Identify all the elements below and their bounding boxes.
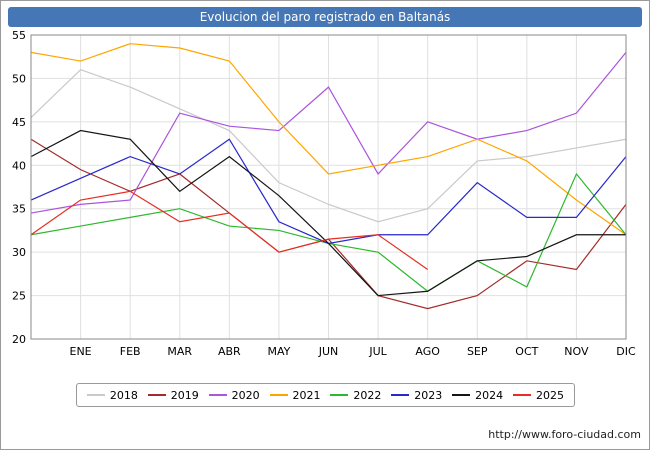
x-axis-label: NOV [564, 345, 589, 358]
legend-label-2022: 2022 [353, 388, 382, 402]
x-axis-label: MAY [267, 345, 290, 358]
x-axis-label: JUN [318, 345, 339, 358]
legend-item-2022: 2022 [330, 389, 381, 402]
legend-swatch-2025 [513, 394, 531, 396]
x-axis-label: DIC [616, 345, 636, 358]
legend-label-2021: 2021 [292, 388, 321, 402]
chart-title: Evolucion del paro registrado en Baltaná… [199, 10, 451, 24]
x-axis-label: ABR [218, 345, 241, 358]
unemployment-chart: 20 25 30 35 40 45 50 55 ENE FEB MAR ABR MAY JUN JUL AGO… [12, 29, 636, 358]
footer-url[interactable]: http://www.foro-ciudad.com [488, 428, 641, 441]
y-axis-label: 20 [12, 333, 26, 346]
legend-item-2021: 2021 [269, 388, 321, 402]
legend-item-2019: 2019 [147, 388, 199, 402]
x-axis-label: AGO [415, 345, 440, 358]
x-axis-label: OCT [515, 345, 538, 358]
legend-item-2020: 2020 [208, 388, 260, 402]
legend-item-2025: 2025 [513, 389, 564, 402]
legend-swatch-2022 [330, 394, 349, 396]
series-line-2024 [30, 129, 626, 297]
x-axis-label: MAR [167, 345, 192, 358]
legend: 2018 2019 2020 2021 2022 2023 2024 2025 [76, 383, 575, 407]
legend-label-2023: 2023 [414, 388, 443, 402]
x-axis-label: JUL [368, 345, 387, 358]
legend-label-2024: 2024 [475, 388, 504, 402]
series-line-2025 [30, 190, 429, 271]
legend-swatch-2018 [86, 394, 105, 396]
legend-item-2024: 2024 [452, 389, 503, 402]
legend-swatch-2021 [269, 394, 288, 396]
series-line-2020 [30, 51, 627, 214]
y-axis-label: 35 [12, 203, 26, 216]
legend-label-2018: 2018 [109, 388, 138, 402]
x-axis-label: FEB [120, 345, 141, 358]
series-line-2021 [30, 43, 627, 236]
series-line-2018 [30, 69, 627, 223]
legend-swatch-2024 [452, 394, 471, 396]
y-axis-label: 55 [12, 29, 26, 42]
legend-swatch-2023 [391, 394, 410, 396]
y-axis-label: 30 [12, 246, 26, 259]
legend-label-2025: 2025 [536, 388, 564, 402]
y-axis-label: 50 [12, 72, 26, 85]
legend-label-2019: 2019 [170, 388, 199, 402]
x-axis-label: ENE [70, 345, 92, 358]
legend-item-2023: 2023 [391, 389, 442, 402]
y-axis-label: 40 [12, 159, 26, 172]
legend-item-2018: 2018 [86, 388, 138, 402]
chart-title-bar: Evolucion del paro registrado en Baltaná… [8, 7, 642, 27]
y-axis-label: 45 [12, 116, 26, 129]
legend-swatch-2020 [208, 394, 227, 396]
legend-swatch-2019 [147, 394, 166, 396]
legend-label-2020: 2020 [231, 388, 260, 402]
y-axis-label: 25 [12, 290, 26, 303]
x-axis-label: SEP [467, 345, 488, 358]
